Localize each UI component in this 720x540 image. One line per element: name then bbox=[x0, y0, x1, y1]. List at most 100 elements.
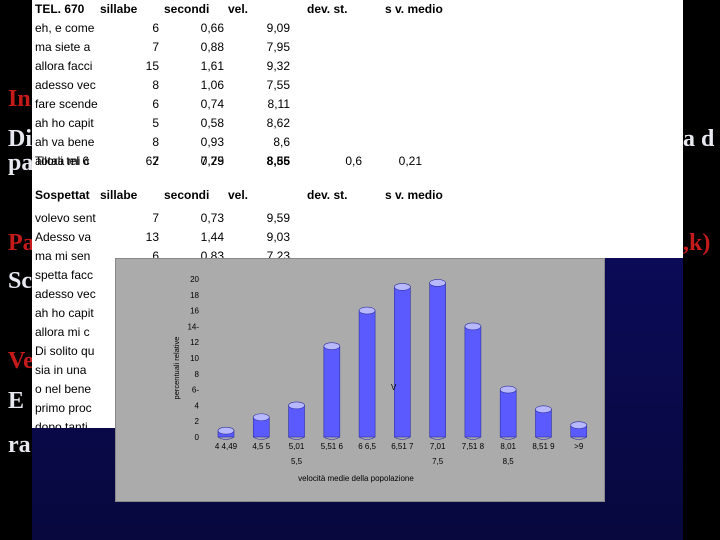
slide-line-1: In bbox=[8, 86, 31, 112]
table1-totals-row: Totali tel 6 62 7,25 8,55 0,6 0,21 bbox=[32, 153, 483, 169]
x-tick-label: >9 bbox=[574, 442, 584, 451]
table1-cell-secondi: 1,61 bbox=[200, 59, 224, 73]
table1-totals-secondi: 7,25 bbox=[200, 154, 224, 168]
table1-totals-dev: 0,6 bbox=[345, 154, 362, 168]
table2-cell-label: volevo sent bbox=[35, 211, 96, 225]
x-tick-label: 4 4,49 bbox=[215, 442, 238, 451]
table-row: allora mi c 7 0,79 8,86 bbox=[32, 153, 483, 169]
x-tick-label-secondary: 7,5 bbox=[432, 457, 444, 466]
table1-header-dev: dev. st. bbox=[307, 2, 348, 16]
table1-cell-vel: 7,55 bbox=[266, 78, 290, 92]
table1-cell-sillabe: 6 bbox=[152, 21, 159, 35]
y-tick-label: 4 bbox=[195, 401, 200, 410]
table-row: primo proc bbox=[32, 400, 483, 416]
histogram-bar-top bbox=[394, 283, 411, 291]
table1-cell-label: allora mi c bbox=[35, 154, 90, 168]
histogram-bar-top bbox=[358, 306, 376, 315]
histogram-bar bbox=[288, 405, 305, 438]
x-tick-label: 5,51 6 bbox=[321, 442, 344, 451]
table-row: eh, e come 6 0,66 9,09 bbox=[32, 20, 483, 36]
table-row: o nel bene bbox=[32, 381, 483, 397]
table2-cell-label: ma mi sen bbox=[35, 249, 91, 263]
histogram-bar-top bbox=[323, 342, 341, 350]
slide-line-4: Pa bbox=[8, 230, 35, 256]
table1-cell-secondi: 0,79 bbox=[200, 154, 224, 168]
histogram-bar-base bbox=[429, 436, 446, 440]
table1-cell-secondi: 0,58 bbox=[200, 116, 224, 130]
histogram-bar-top bbox=[429, 279, 446, 287]
table2-cell-label: primo proc bbox=[35, 401, 92, 415]
table2-cell-sillabe: 6 bbox=[152, 249, 159, 263]
table-row: ma siete a 7 0,88 7,95 bbox=[32, 39, 483, 55]
histogram-bar-top bbox=[217, 426, 235, 435]
table1-cell-vel: 9,09 bbox=[266, 21, 290, 35]
slide-line-2-right: a d bbox=[683, 126, 715, 152]
histogram-bar-base bbox=[288, 436, 305, 440]
histogram-bar-base bbox=[358, 436, 376, 440]
histogram-bar bbox=[323, 345, 341, 438]
table2-header-smedio: s v. medio bbox=[385, 188, 443, 202]
histogram-bar-base bbox=[253, 436, 270, 440]
table2-header: Sospettat sillabe secondi vel. dev. st. … bbox=[32, 187, 483, 203]
y-tick-label: 16 bbox=[190, 307, 199, 316]
histogram-bar-top bbox=[535, 405, 552, 414]
table1-cell-sillabe: 8 bbox=[152, 78, 159, 92]
histogram-bar-top bbox=[464, 322, 482, 331]
histogram-bar-top bbox=[288, 401, 305, 410]
table1-cell-sillabe: 8 bbox=[152, 135, 159, 149]
slide-line-3: pa bbox=[8, 150, 34, 176]
table1-header: TEL. 670 sillabe secondi vel. dev. st. s… bbox=[32, 1, 483, 17]
left-edge-band bbox=[0, 0, 32, 540]
table-row: allora mi c bbox=[32, 324, 483, 340]
table1-cell-label: allora facci bbox=[35, 59, 93, 73]
table1-cell-vel: 8,86 bbox=[266, 154, 290, 168]
x-tick-label: 4,5 5 bbox=[252, 442, 270, 451]
histogram-bar-top bbox=[252, 413, 270, 422]
y-tick-label: 6- bbox=[192, 386, 199, 395]
y-tick-label: 20 bbox=[190, 275, 199, 284]
table-row: spetta facc bbox=[32, 267, 483, 283]
table1-cell-secondi: 1,06 bbox=[200, 78, 224, 92]
table1-header-secondi: secondi bbox=[164, 2, 210, 16]
table-row: ah va bene 8 0,93 8,6 bbox=[32, 134, 483, 150]
table-row: ah ho capit 5 0,58 8,62 bbox=[32, 115, 483, 131]
table2-header-dev: dev. st. bbox=[307, 188, 348, 202]
table2-cell-secondi: 0,73 bbox=[200, 211, 224, 225]
histogram-bar-base bbox=[535, 436, 552, 440]
slide-line-2: Di bbox=[8, 126, 32, 152]
table2-cell-label: o nel bene bbox=[35, 382, 92, 396]
table-row: dopo tanti bbox=[32, 419, 483, 428]
table2-cell-sillabe: 7 bbox=[152, 211, 159, 225]
table2-cell-label: adesso vec bbox=[35, 287, 96, 301]
table1-cell-label: eh, e come bbox=[35, 21, 95, 35]
y-tick-label: 0 bbox=[195, 433, 200, 442]
table-row: adesso vec bbox=[32, 286, 483, 302]
table2-header-sillabe: sillabe bbox=[100, 188, 138, 202]
x-tick-label: 6 6,5 bbox=[358, 442, 376, 451]
table-row: fare scende 6 0,74 8,11 bbox=[32, 96, 483, 112]
slide-line-6: Ve bbox=[8, 348, 34, 374]
y-tick-label: 2 bbox=[195, 417, 200, 426]
table1-cell-label: ma siete a bbox=[35, 40, 91, 54]
table2-cell-label: dopo tanti bbox=[35, 420, 88, 428]
y-tick-label: 8 bbox=[195, 370, 200, 379]
x-tick-label-secondary: 5,5 bbox=[291, 457, 303, 466]
x-tick-label: 8,01 bbox=[500, 442, 516, 451]
right-edge-band bbox=[683, 0, 720, 540]
table1-cell-sillabe: 15 bbox=[145, 59, 159, 73]
y-tick-label: 18 bbox=[190, 291, 199, 300]
histogram-bar bbox=[358, 310, 376, 438]
x-tick-label: 6,51 7 bbox=[391, 442, 414, 451]
table2-cell-vel: 9,59 bbox=[266, 211, 290, 225]
table1-cell-vel: 8,62 bbox=[266, 116, 290, 130]
histogram-bar-base bbox=[217, 436, 235, 440]
table2-cell-label: Adesso va bbox=[35, 230, 92, 244]
x-axis-label: velocità medie della popolazione bbox=[298, 474, 414, 483]
table1-cell-sillabe: 7 bbox=[152, 154, 159, 168]
x-tick-label: 5,01 bbox=[289, 442, 305, 451]
table1-cell-secondi: 0,88 bbox=[200, 40, 224, 54]
table1-header-label: TEL. 670 bbox=[35, 2, 85, 16]
histogram-bar bbox=[499, 389, 517, 438]
spreadsheet-right-blank bbox=[483, 0, 683, 258]
